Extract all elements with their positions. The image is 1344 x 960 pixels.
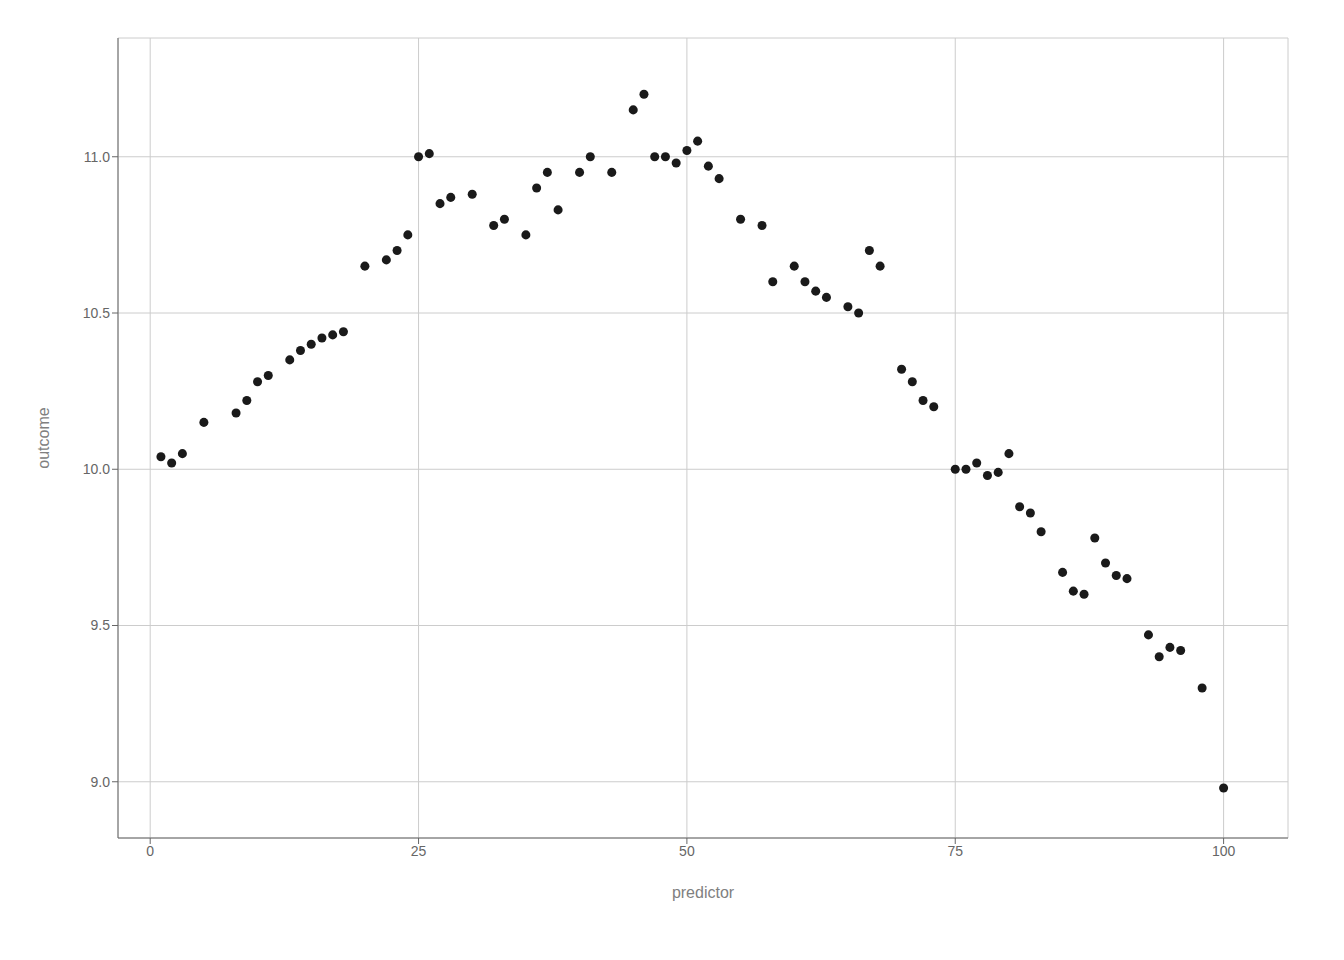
svg-text:9.0: 9.0	[91, 774, 111, 790]
svg-text:100: 100	[1212, 843, 1236, 859]
svg-text:50: 50	[679, 843, 695, 859]
svg-text:predictor: predictor	[672, 884, 735, 901]
svg-text:0: 0	[146, 843, 154, 859]
svg-text:10.0: 10.0	[83, 461, 110, 477]
svg-text:10.5: 10.5	[83, 305, 110, 321]
svg-text:9.5: 9.5	[91, 617, 111, 633]
svg-text:75: 75	[947, 843, 963, 859]
svg-text:11.0: 11.0	[84, 149, 110, 165]
svg-text:outcome: outcome	[35, 407, 52, 468]
svg-text:25: 25	[411, 843, 427, 859]
